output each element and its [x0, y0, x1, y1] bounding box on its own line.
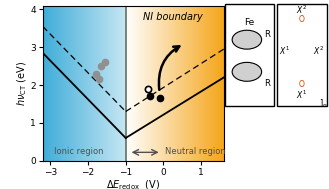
Text: $X^1$: $X^1$: [279, 45, 290, 57]
Text: Ionic region: Ionic region: [54, 147, 104, 156]
X-axis label: $\Delta E_\mathrm{redox}$  (V): $\Delta E_\mathrm{redox}$ (V): [106, 178, 160, 189]
Text: $]_n$: $]_n$: [319, 98, 328, 110]
Text: R: R: [264, 79, 269, 88]
Y-axis label: $h\nu_\mathrm{CT}$ (eV): $h\nu_\mathrm{CT}$ (eV): [15, 60, 29, 106]
Text: NI boundary: NI boundary: [143, 12, 203, 22]
FancyBboxPatch shape: [277, 4, 327, 106]
Text: R: R: [264, 29, 269, 39]
Text: $X^1$: $X^1$: [296, 88, 307, 101]
Text: $X^2$: $X^2$: [296, 3, 307, 16]
Text: Fe: Fe: [244, 18, 254, 27]
Text: $X^2$: $X^2$: [313, 45, 324, 57]
FancyBboxPatch shape: [225, 4, 274, 106]
Text: Neutral region: Neutral region: [165, 147, 226, 156]
Text: O: O: [299, 15, 305, 24]
Text: O: O: [299, 80, 305, 89]
Ellipse shape: [232, 30, 262, 49]
Ellipse shape: [232, 62, 262, 81]
